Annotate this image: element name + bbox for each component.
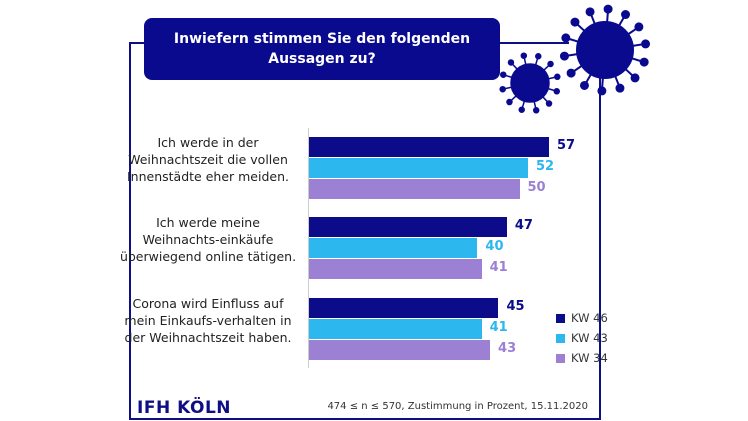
legend-swatch (556, 333, 565, 343)
bar-kw43 (309, 238, 478, 258)
legend-item: KW 46 (556, 311, 608, 325)
category-label: Ich werde in der Weihnachtszeit die voll… (127, 135, 289, 184)
bar-kw34 (309, 259, 482, 279)
y-axis-line (308, 128, 309, 368)
category-label: Corona wird Einfluss auf mein Einkaufs-v… (124, 296, 292, 345)
virus-large-icon (559, 4, 651, 96)
chart-title: Inwiefern stimmen Sie den folgenden Auss… (144, 18, 500, 80)
category-label: Ich werde meine Weihnachts-einkäufe über… (119, 215, 297, 264)
footer-note: 474 ≤ n ≤ 570, Zustimmung in Prozent, 15… (327, 401, 588, 412)
legend-item: KW 34 (556, 351, 608, 365)
legend-swatch (556, 353, 565, 363)
data-label: 52 (535, 159, 555, 174)
bar-kw46 (309, 217, 507, 237)
legend-label: KW 43 (571, 331, 608, 345)
data-label: 45 (506, 299, 525, 314)
legend-swatch (556, 313, 565, 323)
data-label: 43 (498, 341, 517, 356)
legend-label: KW 34 (571, 351, 608, 365)
virus-small-icon (499, 52, 561, 114)
data-label: 40 (485, 239, 504, 254)
data-label: 57 (557, 138, 576, 153)
bar-kw34 (309, 179, 520, 199)
bar-kw43 (309, 158, 528, 178)
bar-kw34 (309, 340, 491, 360)
legend-label: KW 46 (571, 311, 608, 325)
ifh-logo: IFH KÖLN (137, 398, 232, 418)
chart-frame (129, 42, 601, 420)
data-label: 47 (514, 218, 533, 233)
data-label: 50 (527, 180, 546, 195)
bar-kw46 (309, 137, 549, 157)
bar-kw46 (309, 298, 499, 318)
legend-item: KW 43 (556, 331, 608, 345)
data-label: 41 (489, 320, 508, 335)
data-label: 41 (489, 260, 508, 275)
bar-kw43 (309, 319, 482, 339)
